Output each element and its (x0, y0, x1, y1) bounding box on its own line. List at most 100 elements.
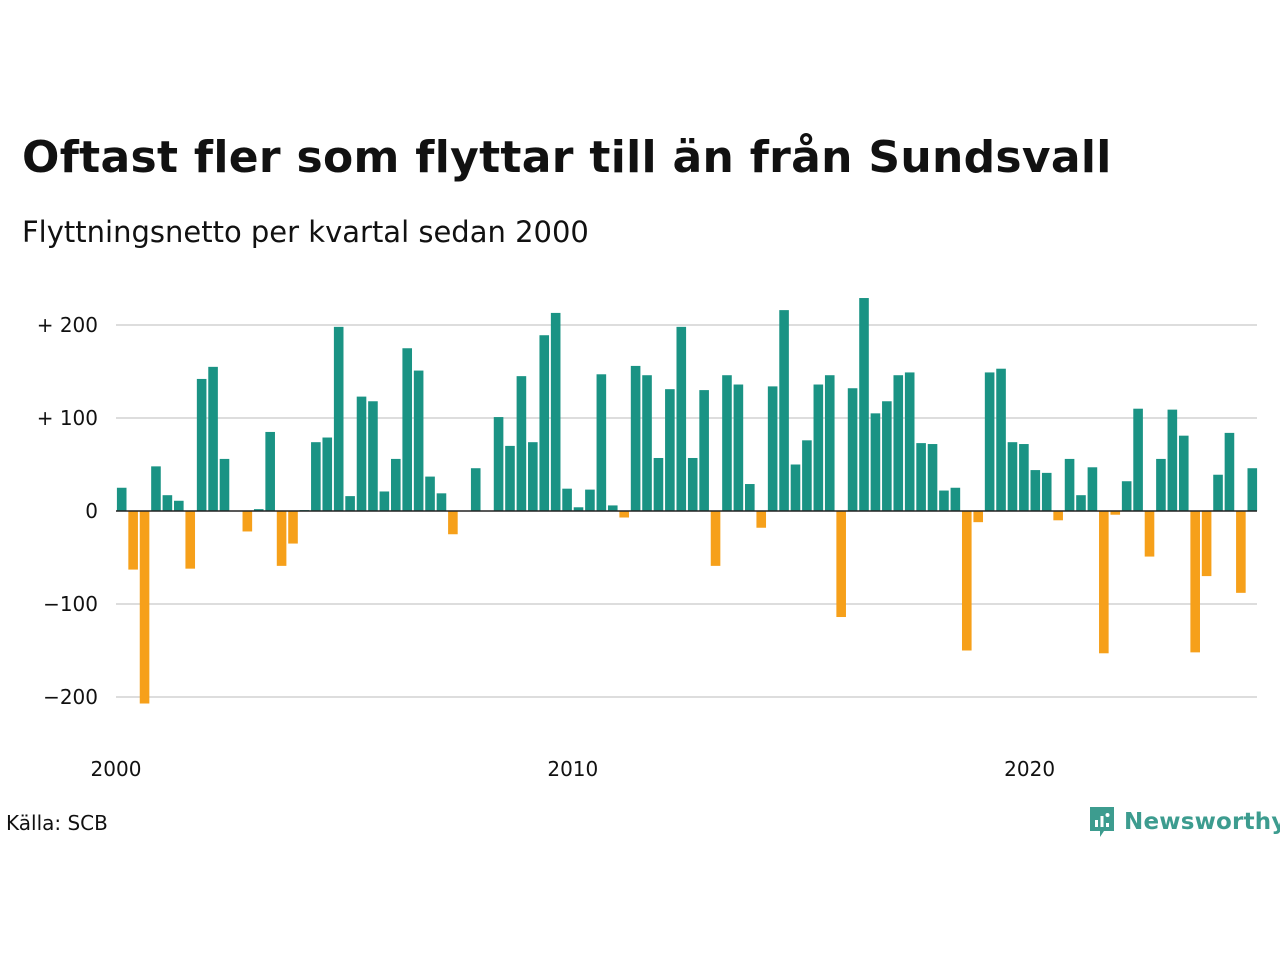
bar (676, 326, 687, 511)
bar (767, 386, 778, 511)
bar (448, 511, 458, 535)
bar (882, 401, 892, 511)
bar (756, 511, 767, 528)
bar (1224, 432, 1235, 511)
y-tick-label: + 100 (37, 406, 98, 430)
bar (528, 442, 538, 511)
brand-name: Newsworthy (1124, 809, 1280, 835)
bar (253, 509, 264, 511)
chart-subtitle: Flyttningsnetto per kvartal sedan 2000 (22, 215, 589, 249)
bar (607, 505, 618, 511)
bar (1030, 470, 1041, 511)
chart-title: Oftast fler som flyttar till än från Sun… (22, 132, 1112, 183)
grid-layer (116, 324, 1257, 698)
bar (939, 490, 949, 511)
bar (916, 443, 926, 511)
bar (276, 511, 287, 566)
bar (185, 511, 196, 569)
bar (859, 298, 869, 511)
bar (687, 457, 698, 511)
y-tick-label: + 200 (37, 313, 98, 337)
bar (116, 487, 127, 511)
bar (1064, 458, 1075, 511)
bar (436, 493, 447, 511)
bar (368, 401, 378, 511)
bar (802, 440, 812, 511)
x-tick-label: 2020 (1004, 757, 1055, 781)
bar (322, 437, 333, 511)
bar (710, 511, 721, 566)
bar (151, 466, 161, 511)
bar (539, 335, 550, 511)
bar (1099, 511, 1109, 654)
bar (1076, 495, 1086, 511)
bar (745, 484, 755, 511)
bar (950, 487, 961, 511)
bar (904, 372, 915, 511)
bar (573, 507, 584, 511)
bar (1167, 409, 1178, 511)
bar (1133, 408, 1143, 511)
bar (390, 458, 401, 511)
bar (596, 374, 607, 511)
bar (1041, 472, 1052, 511)
bar (196, 378, 207, 511)
bar (996, 368, 1006, 511)
axis-layer: + 200 + 100 0 −100 −200 2000 2010 2020 (37, 313, 1257, 781)
bar (379, 491, 390, 511)
bar (1201, 511, 1212, 577)
bar (585, 489, 595, 511)
bar (208, 366, 218, 511)
bar (893, 375, 904, 511)
bar (779, 310, 789, 511)
bar (550, 312, 561, 511)
bar (516, 376, 527, 511)
bar (139, 511, 150, 704)
y-tick-label: 0 (85, 499, 98, 523)
bar (242, 511, 253, 532)
bar (699, 390, 709, 511)
bar (984, 372, 995, 511)
bar (345, 496, 355, 511)
bar (665, 389, 675, 511)
bar (162, 495, 173, 511)
bar (824, 375, 835, 511)
bar (1213, 474, 1223, 511)
bar (1156, 458, 1166, 511)
bar (630, 365, 641, 511)
y-tick-label: −200 (43, 685, 98, 709)
bar (1247, 468, 1258, 511)
bar (493, 417, 504, 511)
bar (1053, 511, 1063, 521)
bar (402, 348, 413, 511)
brand-logo[interactable]: Newsworthy (1088, 805, 1280, 839)
bar (1007, 442, 1018, 511)
bar (1178, 435, 1189, 511)
source-note: Källa: SCB (6, 811, 108, 835)
bar (128, 511, 138, 570)
bar (1190, 511, 1200, 653)
bar (653, 457, 664, 511)
bar (470, 468, 481, 511)
bar (288, 511, 298, 544)
bar (733, 384, 744, 511)
bar (961, 511, 972, 651)
x-tick-label: 2010 (547, 757, 598, 781)
bar (790, 464, 801, 511)
bar (1236, 511, 1246, 593)
newsworthy-logo-icon (1090, 807, 1114, 837)
bar (870, 413, 881, 511)
bar (413, 370, 424, 511)
bar (1110, 511, 1121, 515)
bar (642, 375, 652, 511)
bar (1087, 467, 1098, 511)
bar (847, 388, 858, 511)
y-tick-label: −100 (43, 592, 98, 616)
bar (562, 488, 572, 511)
bar (927, 444, 938, 511)
bar-layer (116, 298, 1258, 704)
bar (1121, 481, 1132, 511)
bar (174, 500, 184, 511)
bar (836, 511, 846, 618)
